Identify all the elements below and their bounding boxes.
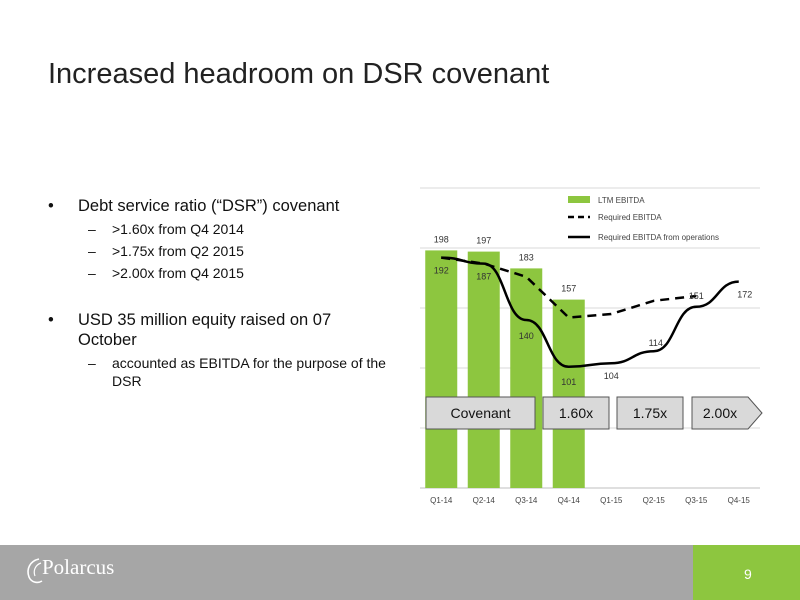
covenant-box [691, 396, 763, 430]
bullet-dot: • [48, 197, 54, 215]
covenant-box [616, 396, 684, 430]
covenant-label: 2.00x [703, 405, 737, 421]
sub-bullet-text: accounted as EBITDA for the purpose of t… [112, 355, 386, 389]
slide-title: Increased headroom on DSR covenant [48, 58, 550, 90]
data-label: 198 [434, 234, 449, 244]
bar-ltm-ebitda [552, 299, 585, 488]
data-label: 183 [519, 252, 534, 262]
covenant-box [425, 396, 536, 430]
polarcus-logo-text: Polarcus [42, 555, 115, 579]
bullet-dot: • [48, 311, 54, 329]
x-tick-label: Q2-15 [643, 496, 666, 505]
data-label: 172 [737, 290, 752, 300]
sub-bullet-text: >1.60x from Q4 2014 [112, 221, 244, 237]
footer-bar [0, 545, 800, 600]
covenant-label: 1.60x [559, 405, 593, 421]
data-label: 104 [604, 371, 619, 381]
bullet-text: USD 35 million equity raised on 07 Octob… [78, 311, 332, 349]
data-label: 101 [561, 377, 576, 387]
line-required-ebitda-from-operations [441, 256, 739, 369]
polarcus-logo-icon [27, 558, 43, 584]
page-number-box [693, 545, 800, 600]
sub-bullet-item: – >1.75x from Q2 2015 [48, 242, 388, 260]
bar-ltm-ebitda [467, 251, 500, 488]
data-label: 192 [434, 266, 449, 276]
bullet-text: Debt service ratio (“DSR”) covenant [78, 197, 340, 215]
sub-bullet-dash: – [88, 265, 96, 281]
legend-swatch-ltm-ebitda [568, 196, 590, 203]
sub-bullet-item: – >2.00x from Q4 2015 [48, 264, 388, 282]
bullet-list: • Debt service ratio (“DSR”) covenant – >1… [48, 196, 388, 390]
legend-label: Required EBITDA [598, 213, 662, 222]
sub-bullet-item: – accounted as EBITDA for the purpose of … [48, 354, 388, 390]
data-label: 187 [476, 272, 491, 282]
legend-label: Required EBITDA from operations [598, 233, 719, 242]
data-label: 140 [519, 331, 534, 341]
x-tick-label: Q3-15 [685, 496, 708, 505]
x-tick-label: Q1-14 [430, 496, 453, 505]
data-label: 197 [476, 236, 491, 246]
data-label: 151 [689, 291, 704, 301]
bullet-item: • Debt service ratio (“DSR”) covenant [48, 196, 388, 216]
x-tick-label: Q2-14 [473, 496, 496, 505]
x-tick-label: Q1-15 [600, 496, 623, 505]
bar-ltm-ebitda [425, 250, 458, 488]
data-label: 157 [561, 284, 576, 294]
covenant-box [542, 396, 610, 430]
sub-bullet-text: >2.00x from Q4 2015 [112, 265, 244, 281]
page-number: 9 [744, 566, 752, 582]
sub-bullet-text: >1.75x from Q2 2015 [112, 243, 244, 259]
covenant-label: Covenant [451, 405, 511, 421]
sub-bullet-dash: – [88, 221, 96, 237]
bar-ltm-ebitda [510, 268, 543, 488]
x-tick-label: Q3-14 [515, 496, 538, 505]
x-tick-label: Q4-15 [728, 496, 751, 505]
sub-bullet-item: – >1.60x from Q4 2014 [48, 220, 388, 238]
legend-label: LTM EBITDA [598, 196, 645, 205]
bullet-item: • USD 35 million equity raised on 07 Octo… [48, 310, 388, 350]
covenant-label: 1.75x [633, 405, 667, 421]
line-required-ebitda [441, 256, 697, 319]
x-tick-label: Q4-14 [558, 496, 581, 505]
sub-bullet-dash: – [88, 243, 96, 259]
data-label: 114 [649, 338, 663, 348]
sub-bullet-dash: – [88, 355, 96, 371]
dsr-chart: Covenant 1.60x 1.75x 2.00x 198 197 183 157 192 18… [420, 187, 763, 505]
